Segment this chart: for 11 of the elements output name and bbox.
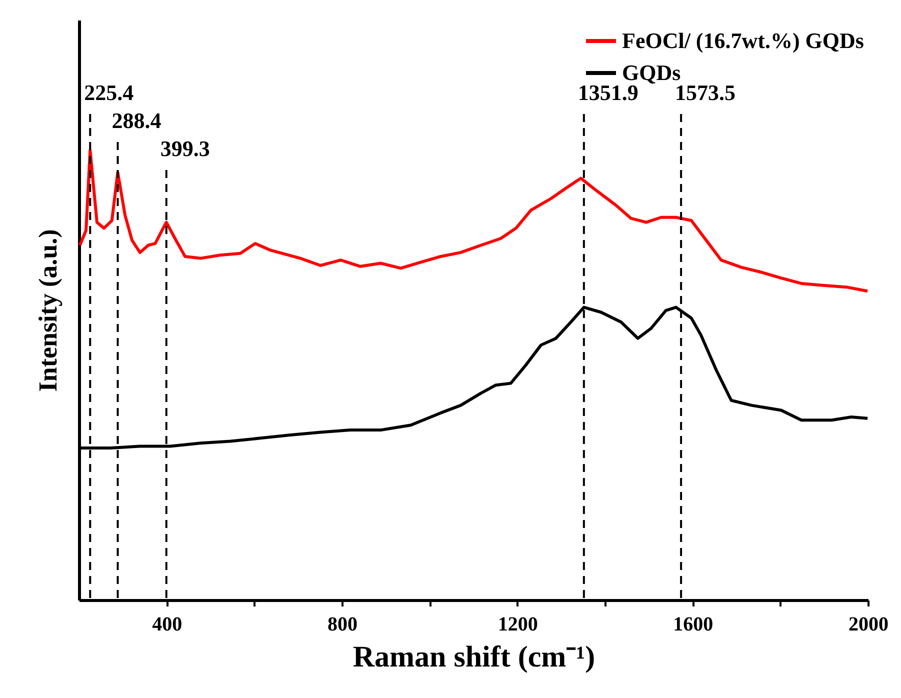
y-axis-title: Intensity (a.u.)	[34, 229, 62, 392]
x-tick-label: 2000	[848, 614, 888, 636]
ref-line-label: 399.3	[160, 136, 210, 161]
legend-label: FeOCl/ (16.7wt.%) GQDs	[622, 28, 864, 53]
x-tick-label: 1600	[673, 614, 714, 636]
x-tick-label: 1200	[498, 614, 538, 636]
ref-line-label: 225.4	[84, 80, 134, 105]
ref-line-label: 288.4	[112, 108, 162, 133]
x-tick-label: 400	[152, 614, 182, 636]
x-tick-label: 800	[328, 614, 358, 636]
x-axis-title: Raman shift (cm⁻¹)	[352, 640, 596, 674]
